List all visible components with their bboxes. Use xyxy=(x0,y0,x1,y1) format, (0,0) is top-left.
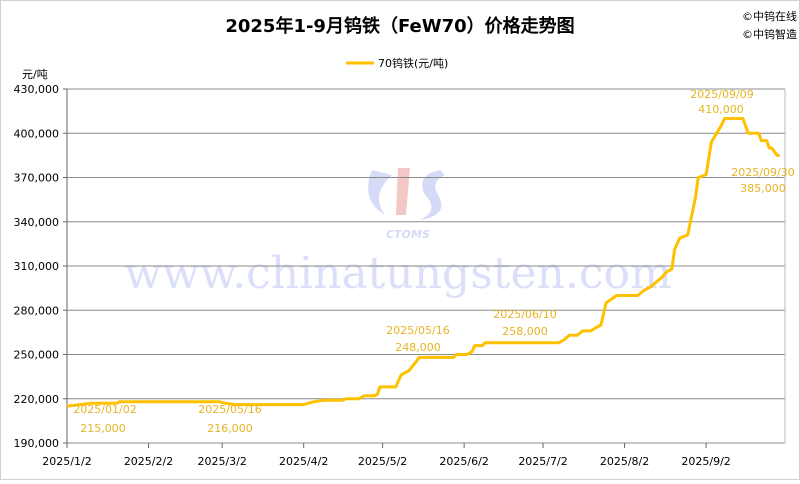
annotation-value: 410,000 xyxy=(698,103,744,116)
ctoms-logo: CTOMS xyxy=(368,168,445,241)
x-tick-label: 2025/2/2 xyxy=(124,455,173,468)
x-tick-label: 2025/6/2 xyxy=(439,455,488,468)
y-tick-label: 340,000 xyxy=(14,216,60,229)
svg-text:CTOMS: CTOMS xyxy=(386,228,430,241)
annotation-value: 216,000 xyxy=(207,422,253,435)
annotation-date: 2025/01/02 xyxy=(73,403,136,416)
annotation-date: 2025/05/16 xyxy=(386,324,449,337)
y-tick-label: 400,000 xyxy=(14,127,60,140)
x-tick-label: 2025/1/2 xyxy=(42,455,91,468)
x-tick-label: 2025/5/2 xyxy=(358,455,407,468)
y-tick-label: 190,000 xyxy=(14,437,60,450)
series-line-70-ferro-tungsten xyxy=(66,117,780,408)
annotation-date: 2025/06/10 xyxy=(493,308,556,321)
legend-label: 70钨铁(元/吨) xyxy=(378,57,448,70)
annotation-value: 215,000 xyxy=(80,422,126,435)
x-tick-label: 2025/4/2 xyxy=(279,455,328,468)
y-tick-label: 430,000 xyxy=(14,83,60,96)
y-tick-label: 250,000 xyxy=(14,349,60,362)
watermark-text: www.chinatungsten.com xyxy=(124,248,671,299)
annotation-date: 2025/09/09 xyxy=(690,88,753,101)
y-tick-label: 280,000 xyxy=(14,304,60,317)
x-tick-label: 2025/9/2 xyxy=(681,455,730,468)
copyright-2: ©中钨智造 xyxy=(742,27,797,41)
x-tick-label: 2025/8/2 xyxy=(600,455,649,468)
annotation-value: 258,000 xyxy=(502,325,548,338)
y-axis-unit: 元/吨 xyxy=(22,68,48,81)
annotation-date: 2025/05/16 xyxy=(198,403,261,416)
y-tick-label: 370,000 xyxy=(14,172,60,185)
y-tick-label: 220,000 xyxy=(14,393,60,406)
annotation-value: 248,000 xyxy=(395,341,441,354)
x-tick-label: 2025/7/2 xyxy=(518,455,567,468)
watermark: CTOMS www.chinatungsten.com xyxy=(124,168,672,299)
x-tick-label: 2025/3/2 xyxy=(197,455,246,468)
annotation-value: 385,000 xyxy=(740,182,786,195)
legend: 70钨铁(元/吨) xyxy=(346,57,448,70)
chart-title: 2025年1-9月钨铁（FeW70）价格走势图 xyxy=(225,15,574,37)
annotation-date: 2025/09/30 xyxy=(731,166,794,179)
y-tick-label: 310,000 xyxy=(14,260,60,273)
copyright-1: ©中钨在线 xyxy=(742,9,797,23)
